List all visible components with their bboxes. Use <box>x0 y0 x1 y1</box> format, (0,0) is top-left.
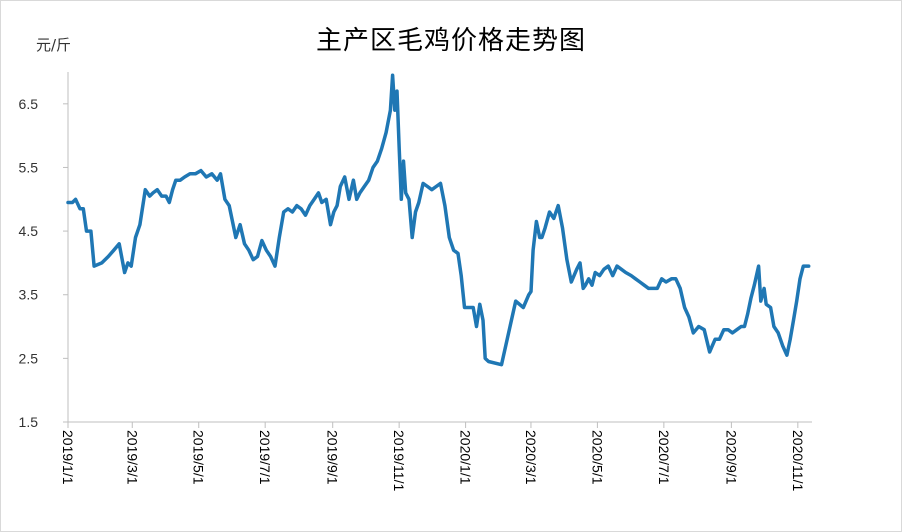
chart-title: 主产区毛鸡价格走势图 <box>315 26 586 56</box>
y-tick-label: 2.5 <box>19 350 39 366</box>
x-tick-label: 2019/5/1 <box>191 430 207 485</box>
price-series-line <box>66 73 811 367</box>
x-axis-ticks: 2019/1/1 2019/3/1 2019/5/1 2019/7/1 2019/9/1… <box>60 422 806 491</box>
x-tick-label: 2019/9/1 <box>325 430 341 485</box>
y-tick-label: 5.5 <box>19 159 39 175</box>
x-tick-label: 2019/11/1 <box>391 430 407 491</box>
x-tick-label: 2019/7/1 <box>257 430 273 485</box>
y-tick-label: 3.5 <box>19 287 39 303</box>
x-tick-label: 2019/1/1 <box>60 430 76 485</box>
x-tick-label: 2020/5/1 <box>589 430 605 485</box>
x-tick-label: 2020/1/1 <box>458 430 474 485</box>
y-tick-label: 6.5 <box>19 96 39 112</box>
y-axis-ticks: 1.5 2.5 3.5 4.5 5.5 6.5 <box>19 96 68 430</box>
x-tick-label: 2020/11/1 <box>790 430 806 491</box>
y-tick-label: 1.5 <box>19 414 39 430</box>
x-tick-label: 2020/9/1 <box>723 430 739 485</box>
x-tick-label: 2020/3/1 <box>523 430 539 485</box>
y-tick-label: 4.5 <box>19 223 39 239</box>
y-axis-unit-label: 元/斤 <box>36 36 72 54</box>
x-tick-label: 2019/3/1 <box>124 430 140 485</box>
x-tick-label: 2020/7/1 <box>656 430 672 485</box>
